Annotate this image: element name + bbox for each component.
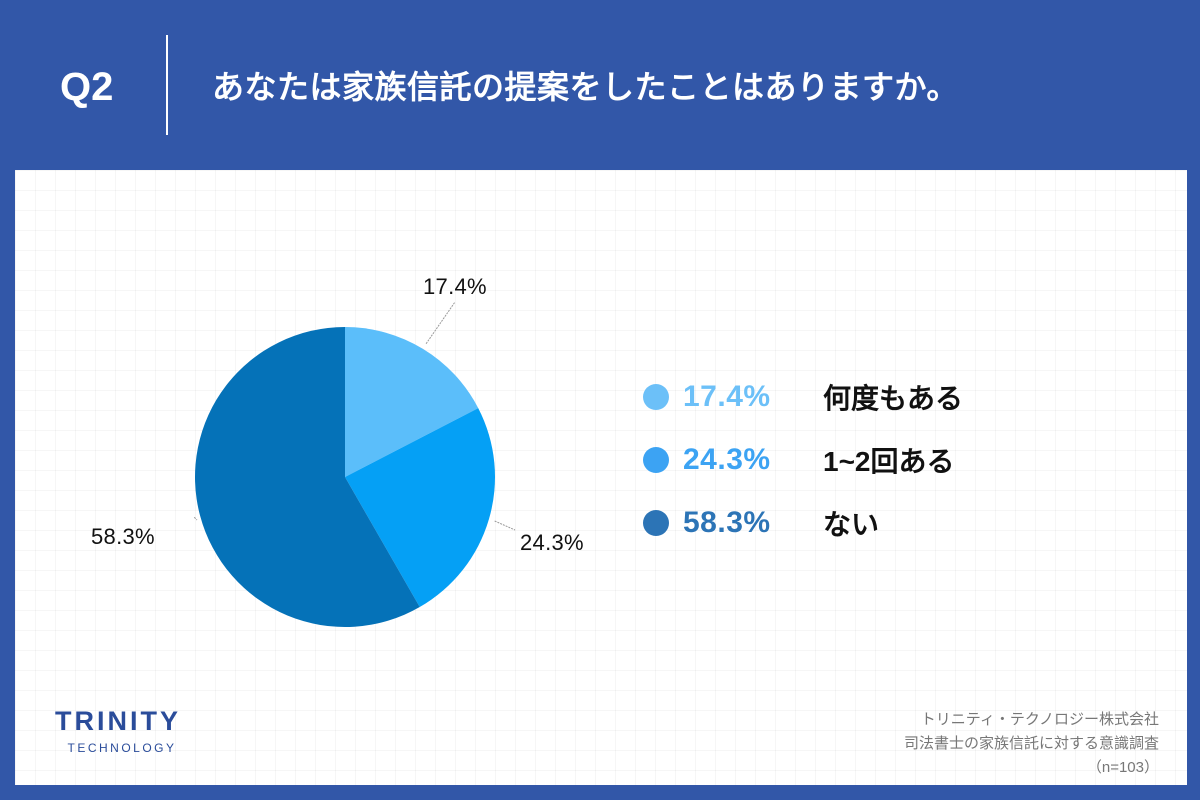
legend-percent: 58.3% [683, 505, 771, 539]
chart-panel: 17.4% 24.3% 58.3% 17.4% 何度もある 24.3% 1~2回… [15, 170, 1187, 785]
question-title: あなたは家族信託の提案をしたことはありますか。 [212, 69, 959, 105]
pie-slice [345, 408, 495, 608]
logo-sub-text: TECHNOLOGY [67, 741, 177, 755]
legend-percent: 24.3% [683, 442, 771, 476]
legend-label: 1~2回ある [823, 445, 955, 477]
logo-main-text: TRINITY [55, 706, 181, 736]
legend-label: 何度もある [823, 382, 964, 414]
header: Q2 あなたは家族信託の提案をしたことはありますか。 [0, 0, 1200, 170]
pie-slice [345, 327, 479, 477]
question-number: Q2 [60, 65, 114, 109]
pie-leader-lines [193, 301, 516, 531]
pie-slices [194, 327, 495, 627]
legend-dot-icon [643, 383, 669, 410]
legend-item: 58.3% ない [643, 491, 963, 554]
pie-label-0: 17.4% [423, 274, 487, 299]
header-divider [166, 35, 168, 135]
pie-label-2: 58.3% [91, 524, 155, 549]
chart-legend: 17.4% 何度もある 24.3% 1~2回ある 58.3% ない [643, 365, 963, 554]
pie-slice [194, 327, 420, 627]
legend-item: 17.4% 何度もある [643, 365, 963, 428]
legend-dot-icon [643, 509, 669, 536]
pie-chart [193, 301, 516, 627]
source-note: トリニティ・テクノロジー株式会社 司法書士の家族信託に対する意識調査 （n=10… [904, 708, 1159, 780]
source-company: トリニティ・テクノロジー株式会社 [920, 711, 1159, 728]
pie-label-1: 24.3% [520, 530, 584, 555]
source-survey: 司法書士の家族信託に対する意識調査 [903, 735, 1159, 752]
source-sample-size: （n=103） [1086, 759, 1159, 776]
legend-label: ない [823, 508, 880, 540]
legend-item: 24.3% 1~2回ある [643, 428, 963, 491]
legend-dot-icon [643, 446, 669, 473]
legend-percent: 17.4% [683, 379, 771, 413]
company-logo: TRINITY TECHNOLOGY [43, 705, 193, 759]
